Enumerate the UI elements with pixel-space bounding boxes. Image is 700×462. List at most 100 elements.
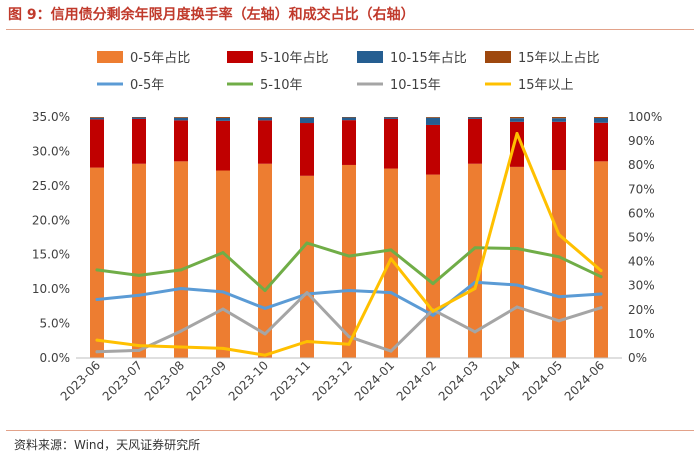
line-point-3-3 (221, 346, 225, 350)
line-point-1-4 (263, 289, 267, 293)
line-point-2-11 (557, 319, 561, 323)
line-point-2-10 (515, 305, 519, 309)
x-tick-label: 2023-11 (268, 358, 313, 403)
line-point-1-9 (473, 246, 477, 250)
y-right-tick-label: 60% (628, 206, 655, 220)
line-point-3-8 (431, 309, 435, 313)
line-point-3-6 (347, 342, 351, 346)
bar-3-3 (216, 117, 230, 118)
legend-swatch-bar-1 (227, 51, 253, 63)
y-right-tick-label: 40% (628, 255, 655, 269)
line-point-1-12 (599, 275, 603, 279)
line-point-0-0 (95, 297, 99, 301)
x-tick-label: 2024-03 (436, 358, 481, 403)
line-point-1-6 (347, 254, 351, 258)
y-left-tick-label: 30.0% (32, 144, 70, 158)
line-point-3-0 (95, 338, 99, 342)
line-point-0-8 (431, 313, 435, 317)
bar-0-1 (132, 163, 146, 358)
y-left-tick-label: 5.0% (40, 317, 71, 331)
bar-0-5 (300, 175, 314, 358)
bar-0-2 (174, 161, 188, 358)
bar-1-2 (174, 120, 188, 162)
line-point-3-11 (557, 233, 561, 237)
bar-2-10 (510, 118, 524, 122)
y-left-tick-label: 10.0% (32, 282, 70, 296)
y-left-tick-label: 20.0% (32, 213, 70, 227)
bar-2-7 (384, 117, 398, 119)
bar-3-5 (300, 117, 314, 118)
y-left-tick-label: 0.0% (40, 351, 71, 365)
bar-1-10 (510, 121, 524, 167)
line-point-1-5 (305, 241, 309, 245)
x-tick-label: 2024-02 (394, 358, 439, 403)
bar-2-1 (132, 117, 146, 119)
legend-swatch-bar-0 (97, 51, 123, 63)
title-divider (6, 29, 694, 30)
y-right-tick-label: 10% (628, 327, 655, 341)
x-tick-label: 2024-04 (478, 358, 523, 403)
bar-2-3 (216, 117, 230, 121)
line-point-3-5 (305, 339, 309, 343)
x-tick-label: 2023-08 (142, 358, 187, 403)
line-point-3-4 (263, 353, 267, 357)
bar-0-0 (90, 167, 104, 358)
x-tick-label: 2024-06 (562, 358, 607, 403)
legend-label: 15年以上占比 (518, 51, 600, 66)
y-right-tick-label: 0% (628, 351, 647, 365)
line-point-1-1 (137, 273, 141, 277)
line-point-2-12 (599, 306, 603, 310)
line-point-0-10 (515, 283, 519, 287)
bar-2-0 (90, 117, 104, 120)
line-layer (95, 132, 603, 357)
bar-1-1 (132, 118, 146, 164)
bar-2-2 (174, 117, 188, 121)
bar-2-6 (342, 117, 356, 121)
y-right-tick-label: 90% (628, 134, 655, 148)
line-point-2-1 (137, 348, 141, 352)
line-point-0-4 (263, 306, 267, 310)
line-point-2-5 (305, 291, 309, 295)
legend-label: 0-5年 (130, 78, 164, 93)
bar-0-8 (426, 174, 440, 358)
bar-1-0 (90, 119, 104, 168)
bar-0-6 (342, 164, 356, 358)
legend-label: 10-15年占比 (390, 51, 467, 66)
bar-2-5 (300, 117, 314, 124)
line-point-0-6 (347, 289, 351, 293)
bar-2-4 (258, 117, 272, 121)
bar-2-11 (552, 118, 566, 122)
y-left-tick-label: 35.0% (32, 110, 70, 124)
bar-1-7 (384, 118, 398, 169)
line-point-3-12 (599, 269, 603, 273)
bar-0-9 (468, 163, 482, 358)
bar-1-9 (468, 118, 482, 164)
figure-title: 图 9：信用债分剩余年限月度换手率（左轴）和成交占比（右轴） (8, 7, 415, 23)
x-tick-label: 2023-06 (58, 358, 103, 403)
bar-0-7 (384, 168, 398, 358)
y-left-tick-label: 25.0% (32, 179, 70, 193)
line-point-2-9 (473, 330, 477, 334)
bar-1-6 (342, 120, 356, 165)
bar-3-10 (510, 117, 524, 119)
bar-2-12 (594, 117, 608, 123)
line-point-0-1 (137, 293, 141, 297)
line-point-1-8 (431, 282, 435, 286)
bar-0-12 (594, 161, 608, 358)
bar-layer (90, 117, 608, 358)
bar-1-12 (594, 122, 608, 162)
y-right-tick-label: 80% (628, 158, 655, 172)
bar-3-2 (174, 117, 188, 118)
line-point-2-3 (221, 307, 225, 311)
bar-1-4 (258, 120, 272, 164)
bar-0-10 (510, 166, 524, 358)
bar-2-8 (426, 117, 440, 125)
bar-1-5 (300, 123, 314, 176)
bar-3-0 (90, 117, 104, 118)
line-point-1-7 (389, 248, 393, 252)
line-point-2-4 (263, 332, 267, 336)
x-tick-label: 2024-01 (352, 358, 397, 403)
line-point-1-3 (221, 251, 225, 255)
legend-label: 15年以上 (518, 78, 574, 93)
